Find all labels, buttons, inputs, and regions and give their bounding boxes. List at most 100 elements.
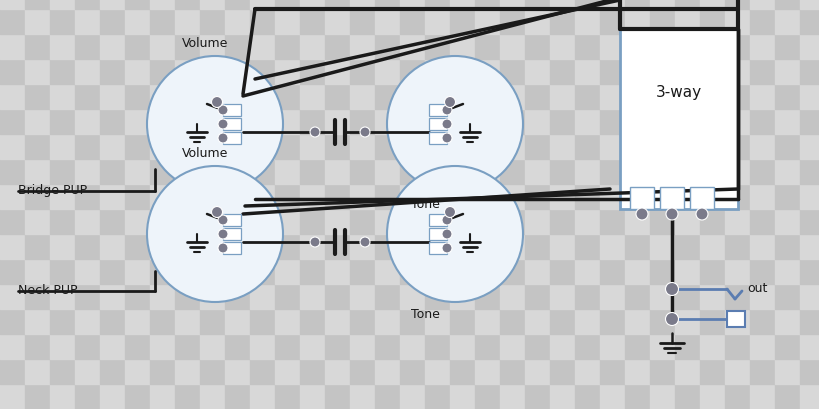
Text: Neck PUP: Neck PUP [18, 285, 78, 297]
Circle shape [441, 133, 451, 143]
Bar [75, 134, 100, 159]
Bar [224, 159, 250, 184]
Bar [374, 0, 400, 9]
Bar [124, 0, 150, 9]
Circle shape [310, 127, 319, 137]
Bar [50, 34, 75, 59]
Bar [724, 384, 749, 409]
Bar [274, 384, 300, 409]
Bar [350, 284, 374, 309]
Bar [174, 309, 200, 334]
Bar [223, 228, 241, 240]
Bar [659, 187, 683, 209]
Bar [624, 284, 649, 309]
Bar [450, 234, 474, 259]
Bar [250, 134, 274, 159]
Bar [724, 134, 749, 159]
Bar [500, 384, 524, 409]
Circle shape [441, 215, 451, 225]
Bar [75, 159, 100, 184]
Bar [600, 359, 624, 384]
Bar [224, 234, 250, 259]
Bar [699, 259, 724, 284]
Bar [274, 134, 300, 159]
Bar [0, 309, 25, 334]
Bar [749, 384, 774, 409]
Bar [474, 84, 500, 109]
Bar [100, 134, 124, 159]
Bar [300, 209, 324, 234]
Bar [774, 184, 799, 209]
Circle shape [147, 56, 283, 192]
Bar [574, 84, 600, 109]
Bar [574, 384, 600, 409]
Bar [749, 134, 774, 159]
Bar [25, 184, 50, 209]
Bar [600, 284, 624, 309]
Bar [250, 384, 274, 409]
Bar [699, 384, 724, 409]
Bar [25, 209, 50, 234]
Bar [0, 134, 25, 159]
Bar [400, 284, 424, 309]
Circle shape [444, 207, 455, 218]
Bar [574, 209, 600, 234]
Bar [250, 159, 274, 184]
Bar [224, 109, 250, 134]
Bar [324, 34, 350, 59]
Bar [774, 309, 799, 334]
Bar [774, 334, 799, 359]
Bar [400, 84, 424, 109]
Bar [574, 309, 600, 334]
Bar [0, 359, 25, 384]
Bar [550, 9, 574, 34]
Bar [274, 284, 300, 309]
Circle shape [665, 208, 677, 220]
Bar [274, 0, 300, 9]
Bar [100, 234, 124, 259]
Bar [274, 159, 300, 184]
Bar [350, 159, 374, 184]
Bar [75, 259, 100, 284]
Bar [124, 184, 150, 209]
Bar [474, 134, 500, 159]
Bar [674, 234, 699, 259]
Bar [374, 34, 400, 59]
Bar [500, 259, 524, 284]
Bar [200, 134, 224, 159]
Bar [124, 9, 150, 34]
Bar [600, 84, 624, 109]
Bar [75, 284, 100, 309]
Circle shape [211, 97, 222, 108]
Bar [200, 384, 224, 409]
Bar [50, 0, 75, 9]
Bar [200, 184, 224, 209]
Bar [400, 9, 424, 34]
Bar [474, 59, 500, 84]
Bar [474, 9, 500, 34]
Bar [300, 59, 324, 84]
Bar [749, 359, 774, 384]
Bar [124, 359, 150, 384]
Bar [600, 134, 624, 159]
Bar [200, 0, 224, 9]
Bar [428, 132, 446, 144]
Bar [474, 34, 500, 59]
Bar [450, 84, 474, 109]
Bar [649, 134, 674, 159]
Bar [250, 59, 274, 84]
Circle shape [387, 56, 523, 192]
Bar [724, 0, 749, 9]
Bar [274, 184, 300, 209]
Bar [699, 34, 724, 59]
Bar [674, 259, 699, 284]
Bar [100, 9, 124, 34]
Bar [524, 34, 550, 59]
Bar [624, 0, 649, 9]
Bar [799, 359, 819, 384]
Bar [223, 132, 241, 144]
Bar [774, 159, 799, 184]
Bar [699, 184, 724, 209]
Bar [624, 309, 649, 334]
Bar [174, 9, 200, 34]
